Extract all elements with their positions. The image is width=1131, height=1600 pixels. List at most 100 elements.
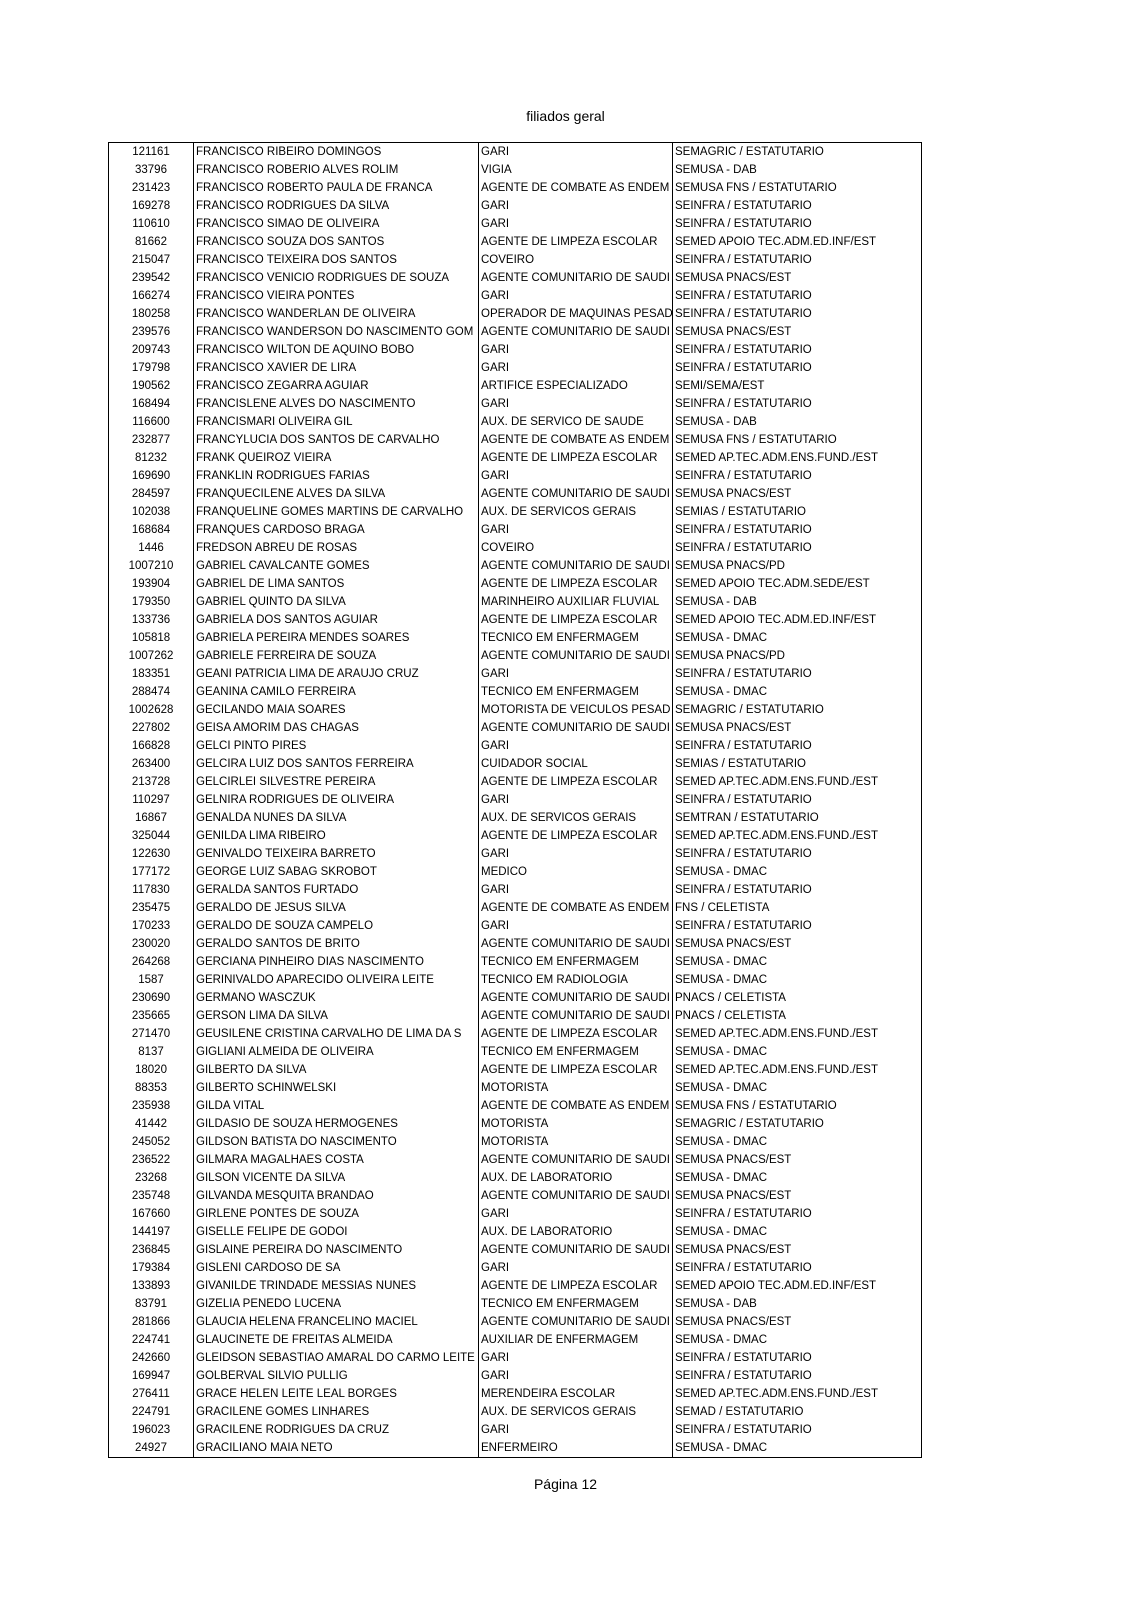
member-department: SEINFRA / ESTATUTARIO bbox=[672, 1367, 922, 1385]
member-name: GIRLENE PONTES DE SOUZA bbox=[193, 1205, 479, 1223]
member-department: SEMED AP.TEC.ADM.ENS.FUND./EST bbox=[672, 449, 922, 467]
member-id: 110297 bbox=[108, 791, 194, 809]
member-role: GARI bbox=[478, 142, 673, 161]
member-name: FRANCISCO WANDERLAN DE OLIVEIRA bbox=[193, 305, 479, 323]
member-department: SEMI/SEMA/EST bbox=[672, 377, 922, 395]
table-row: 1007262 GABRIELE FERREIRA DE SOUZA AGENTE … bbox=[108, 647, 922, 665]
member-department: SEMUSA PNACS/EST bbox=[672, 1187, 922, 1205]
member-department: SEMUSA PNACS/PD bbox=[672, 647, 922, 665]
member-name: GERINIVALDO APARECIDO OLIVEIRA LEITE bbox=[193, 971, 479, 989]
member-id: 133893 bbox=[108, 1277, 194, 1295]
member-name: GEANINA CAMILO FERREIRA bbox=[193, 683, 479, 701]
member-department: SEINFRA / ESTATUTARIO bbox=[672, 917, 922, 935]
member-role: COVEIRO bbox=[478, 251, 673, 269]
member-role: MERENDEIRA ESCOLAR bbox=[478, 1385, 673, 1403]
member-name: GLAUCINETE DE FREITAS ALMEIDA bbox=[193, 1331, 479, 1349]
member-name: GABRIELA DOS SANTOS AGUIAR bbox=[193, 611, 479, 629]
member-name: FRANCYLUCIA DOS SANTOS DE CARVALHO bbox=[193, 431, 479, 449]
member-department: SEMUSA PNACS/EST bbox=[672, 269, 922, 287]
member-name: FRANCISCO XAVIER DE LIRA bbox=[193, 359, 479, 377]
member-department: SEINFRA / ESTATUTARIO bbox=[672, 359, 922, 377]
table-row: 166274 FRANCISCO VIEIRA PONTES GARI SEINFRA… bbox=[108, 287, 922, 305]
table-row: 213728 GELCIRLEI SILVESTRE PEREIRA AGENTE … bbox=[108, 773, 922, 791]
member-department: SEINFRA / ESTATUTARIO bbox=[672, 467, 922, 485]
member-id: 215047 bbox=[108, 251, 194, 269]
table-row: 263400 GELCIRA LUIZ DOS SANTOS FERREIRA CU… bbox=[108, 755, 922, 773]
member-id: 235665 bbox=[108, 1007, 194, 1025]
table-row: 1002628 GECILANDO MAIA SOARES MOTORISTA DE… bbox=[108, 701, 922, 719]
member-id: 81662 bbox=[108, 233, 194, 251]
member-role: MOTORISTA bbox=[478, 1079, 673, 1097]
member-name: GILMARA MAGALHAES COSTA bbox=[193, 1151, 479, 1169]
member-role: GARI bbox=[478, 737, 673, 755]
table-row: 179350 GABRIEL QUINTO DA SILVA MARINHEIRO … bbox=[108, 593, 922, 611]
table-row: 276411 GRACE HELEN LEITE LEAL BORGES MEREN… bbox=[108, 1385, 922, 1403]
table-row: 18020 GILBERTO DA SILVA AGENTE DE LIMPEZA … bbox=[108, 1061, 922, 1079]
member-name: FRANCISCO VIEIRA PONTES bbox=[193, 287, 479, 305]
member-role: CUIDADOR SOCIAL bbox=[478, 755, 673, 773]
member-name: GEANI PATRICIA LIMA DE ARAUJO CRUZ bbox=[193, 665, 479, 683]
table-row: 8137 GIGLIANI ALMEIDA DE OLIVEIRA TECNICO … bbox=[108, 1043, 922, 1061]
member-department: SEINFRA / ESTATUTARIO bbox=[672, 791, 922, 809]
table-row: 231423 FRANCISCO ROBERTO PAULA DE FRANCA A… bbox=[108, 179, 922, 197]
table-row: 33796 FRANCISCO ROBERIO ALVES ROLIM VIGIA S… bbox=[108, 161, 922, 179]
member-id: 168494 bbox=[108, 395, 194, 413]
member-name: GABRIELA PEREIRA MENDES SOARES bbox=[193, 629, 479, 647]
table-row: 245052 GILDSON BATISTA DO NASCIMENTO MOTOR… bbox=[108, 1133, 922, 1151]
member-role: AGENTE DE LIMPEZA ESCOLAR bbox=[478, 773, 673, 791]
member-name: FRANCISCO RODRIGUES DA SILVA bbox=[193, 197, 479, 215]
table-row: 144197 GISELLE FELIPE DE GODOI AUX. DE LAB… bbox=[108, 1223, 922, 1241]
member-id: 23268 bbox=[108, 1169, 194, 1187]
member-role: AGENTE COMUNITARIO DE SAUDI bbox=[478, 989, 673, 1007]
table-row: 169690 FRANKLIN RODRIGUES FARIAS GARI SEINF… bbox=[108, 467, 922, 485]
member-department: SEMED APOIO TEC.ADM.ED.INF/EST bbox=[672, 1277, 922, 1295]
member-name: GEISA AMORIM DAS CHAGAS bbox=[193, 719, 479, 737]
member-name: GILBERTO SCHINWELSKI bbox=[193, 1079, 479, 1097]
member-department: SEMUSA - DMAC bbox=[672, 971, 922, 989]
member-name: GERCIANA PINHEIRO DIAS NASCIMENTO bbox=[193, 953, 479, 971]
member-id: 1587 bbox=[108, 971, 194, 989]
member-role: GARI bbox=[478, 197, 673, 215]
member-role: AGENTE COMUNITARIO DE SAUDI bbox=[478, 1007, 673, 1025]
table-row: 169278 FRANCISCO RODRIGUES DA SILVA GARI SE… bbox=[108, 197, 922, 215]
member-role: AUX. DE LABORATORIO bbox=[478, 1223, 673, 1241]
page-title: filiados geral bbox=[526, 108, 605, 124]
member-id: 166828 bbox=[108, 737, 194, 755]
member-id: 1007210 bbox=[108, 557, 194, 575]
member-name: GISLAINE PEREIRA DO NASCIMENTO bbox=[193, 1241, 479, 1259]
table-row: 1007210 GABRIEL CAVALCANTE GOMES AGENTE CO… bbox=[108, 557, 922, 575]
member-department: SEINFRA / ESTATUTARIO bbox=[672, 215, 922, 233]
table-row: 215047 FRANCISCO TEIXEIRA DOS SANTOS COVEI… bbox=[108, 251, 922, 269]
member-department: SEMUSA FNS / ESTATUTARIO bbox=[672, 1097, 922, 1115]
member-id: 41442 bbox=[108, 1115, 194, 1133]
member-role: MOTORISTA bbox=[478, 1115, 673, 1133]
member-id: 180258 bbox=[108, 305, 194, 323]
member-department: SEMUSA - DMAC bbox=[672, 1169, 922, 1187]
member-name: GERALDA SANTOS FURTADO bbox=[193, 881, 479, 899]
member-department: SEMUSA PNACS/EST bbox=[672, 719, 922, 737]
table-row: 227802 GEISA AMORIM DAS CHAGAS AGENTE COMU… bbox=[108, 719, 922, 737]
member-name: GILSON VICENTE DA SILVA bbox=[193, 1169, 479, 1187]
member-department: SEMIAS / ESTATUTARIO bbox=[672, 503, 922, 521]
member-department: SEINFRA / ESTATUTARIO bbox=[672, 305, 922, 323]
member-department: SEINFRA / ESTATUTARIO bbox=[672, 881, 922, 899]
member-id: 169690 bbox=[108, 467, 194, 485]
member-role: GARI bbox=[478, 665, 673, 683]
table-row: 177172 GEORGE LUIZ SABAG SKROBOT MEDICO SEM… bbox=[108, 863, 922, 881]
table-row: 235748 GILVANDA MESQUITA BRANDAO AGENTE CO… bbox=[108, 1187, 922, 1205]
member-department: SEMUSA - DMAC bbox=[672, 629, 922, 647]
member-id: 133736 bbox=[108, 611, 194, 629]
member-id: 81232 bbox=[108, 449, 194, 467]
member-role: GARI bbox=[478, 791, 673, 809]
member-role: ARTIFICE ESPECIALIZADO bbox=[478, 377, 673, 395]
member-name: GERSON LIMA DA SILVA bbox=[193, 1007, 479, 1025]
member-role: AGENTE DE COMBATE AS ENDEM bbox=[478, 431, 673, 449]
table-row: 121161 FRANCISCO RIBEIRO DOMINGOS GARI SEMA… bbox=[108, 142, 922, 161]
member-department: SEMUSA PNACS/PD bbox=[672, 557, 922, 575]
member-name: FRANCISCO TEIXEIRA DOS SANTOS bbox=[193, 251, 479, 269]
table-row: 232877 FRANCYLUCIA DOS SANTOS DE CARVALHO… bbox=[108, 431, 922, 449]
member-department: SEINFRA / ESTATUTARIO bbox=[672, 1205, 922, 1223]
member-name: GELCIRA LUIZ DOS SANTOS FERREIRA bbox=[193, 755, 479, 773]
member-department: SEMED AP.TEC.ADM.ENS.FUND./EST bbox=[672, 1385, 922, 1403]
member-id: 144197 bbox=[108, 1223, 194, 1241]
